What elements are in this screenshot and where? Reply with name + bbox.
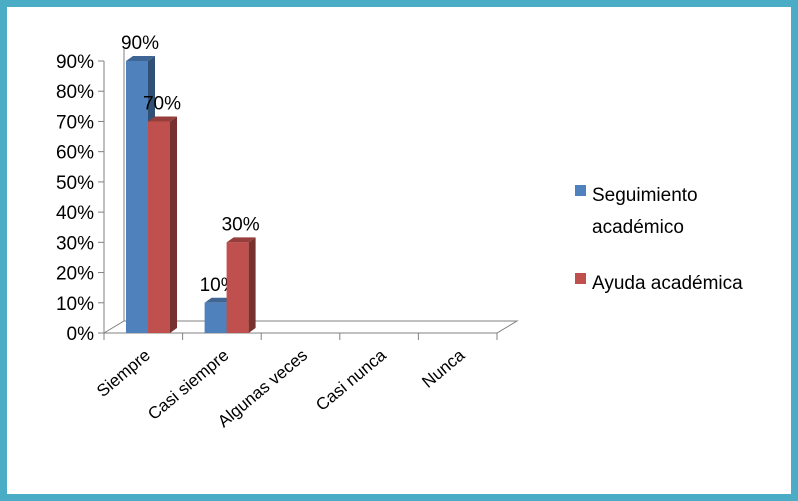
bar-side xyxy=(170,116,177,333)
x-category-label: Casi nunca xyxy=(312,345,390,415)
bar xyxy=(148,121,170,333)
y-tick-label: 30% xyxy=(56,233,94,254)
y-tick-label: 50% xyxy=(56,173,94,194)
bar-top xyxy=(204,297,234,303)
y-tick-label: 70% xyxy=(56,112,94,133)
data-label: 30% xyxy=(222,214,260,235)
y-tick-label: 20% xyxy=(56,264,94,285)
x-category-label: Nunca xyxy=(418,345,468,391)
legend-label: Seguimiento xyxy=(592,185,698,206)
bar-top xyxy=(226,237,256,243)
y-tick-label: 10% xyxy=(56,294,94,315)
data-label: 70% xyxy=(143,93,181,114)
legend-swatch xyxy=(575,185,586,196)
legend-label: académico xyxy=(592,217,684,238)
bar-top xyxy=(126,56,155,61)
y-tick-label: 90% xyxy=(56,52,94,73)
bar xyxy=(126,61,148,333)
bar xyxy=(204,302,227,333)
data-label: 90% xyxy=(121,33,159,54)
y-tick-label: 80% xyxy=(56,82,94,103)
bar-side xyxy=(248,237,256,333)
x-category-label: Siempre xyxy=(93,346,154,401)
legend-label: Ayuda académica xyxy=(592,273,743,294)
y-tick-label: 40% xyxy=(56,203,94,224)
bar-top xyxy=(148,116,177,122)
legend-swatch xyxy=(575,273,586,284)
y-tick-label: 60% xyxy=(56,143,94,164)
bar xyxy=(226,242,249,333)
y-tick-label: 0% xyxy=(67,324,95,345)
